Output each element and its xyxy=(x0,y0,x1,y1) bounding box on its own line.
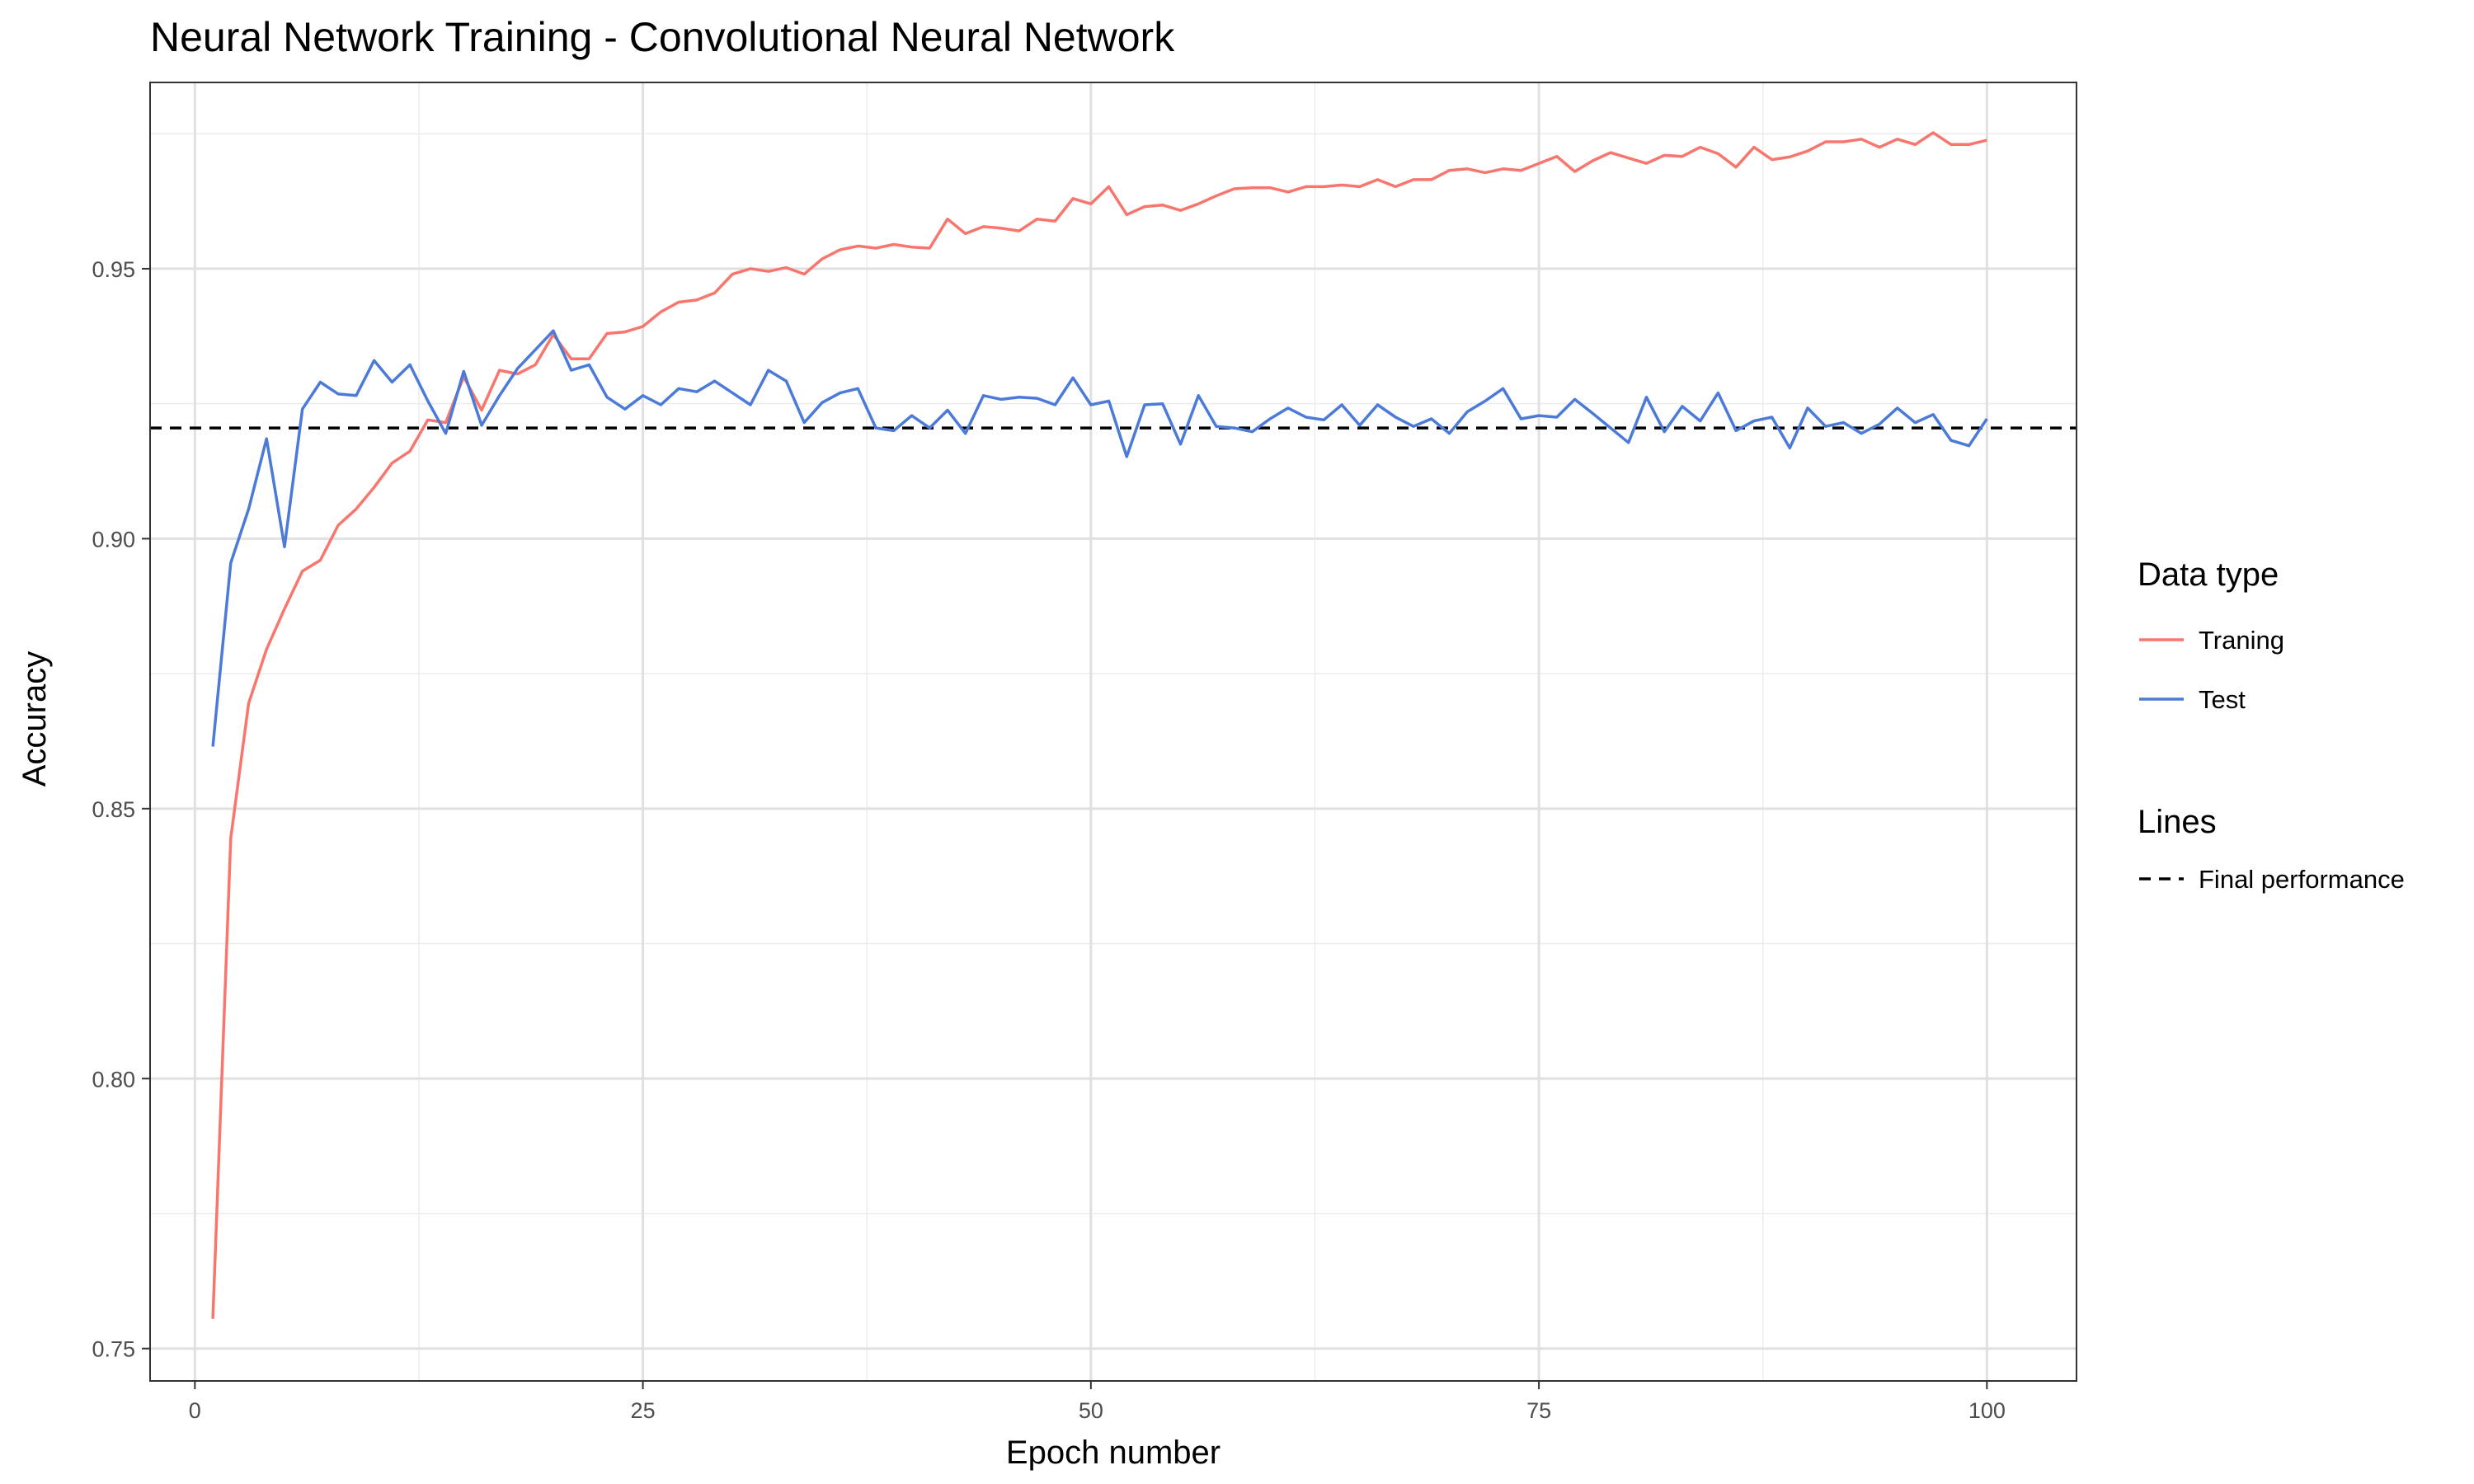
y-tick-label: 0.85 xyxy=(92,797,135,822)
legend-title-lines: Lines xyxy=(2138,804,2217,840)
x-tick-label: 50 xyxy=(1079,1398,1103,1423)
legend-title-data-type: Data type xyxy=(2138,556,2279,593)
y-tick-label: 0.90 xyxy=(92,527,135,552)
grid xyxy=(150,82,2077,1381)
series-line-test xyxy=(211,329,1988,747)
x-tick-label: 75 xyxy=(1526,1398,1551,1423)
x-axis: 0 25 50 75 100 xyxy=(189,1381,2006,1423)
plot-panel-border xyxy=(149,82,2077,1382)
series-line-traning xyxy=(211,131,1987,1319)
chart-title: Neural Network Training - Convolutional … xyxy=(150,14,1175,60)
series-lines xyxy=(211,131,1988,1319)
y-tick-label: 0.80 xyxy=(92,1067,135,1092)
x-tick-label: 25 xyxy=(631,1398,656,1423)
legend-label-final-performance: Final performance xyxy=(2199,865,2405,894)
x-tick-label: 0 xyxy=(189,1398,201,1423)
y-axis-title: Accuracy xyxy=(16,651,53,787)
legend-label-test: Test xyxy=(2199,685,2246,714)
legend-label-traning: Traning xyxy=(2199,626,2284,655)
y-tick-label: 0.95 xyxy=(92,257,135,282)
y-tick-label: 0.75 xyxy=(92,1337,135,1362)
legend: Data type Traning Test Lines Final performan… xyxy=(2138,556,2405,894)
x-axis-title: Epoch number xyxy=(1006,1435,1221,1471)
y-axis: 0.75 0.80 0.85 0.90 0.95 xyxy=(92,257,150,1362)
x-tick-label: 100 xyxy=(1968,1398,2006,1423)
